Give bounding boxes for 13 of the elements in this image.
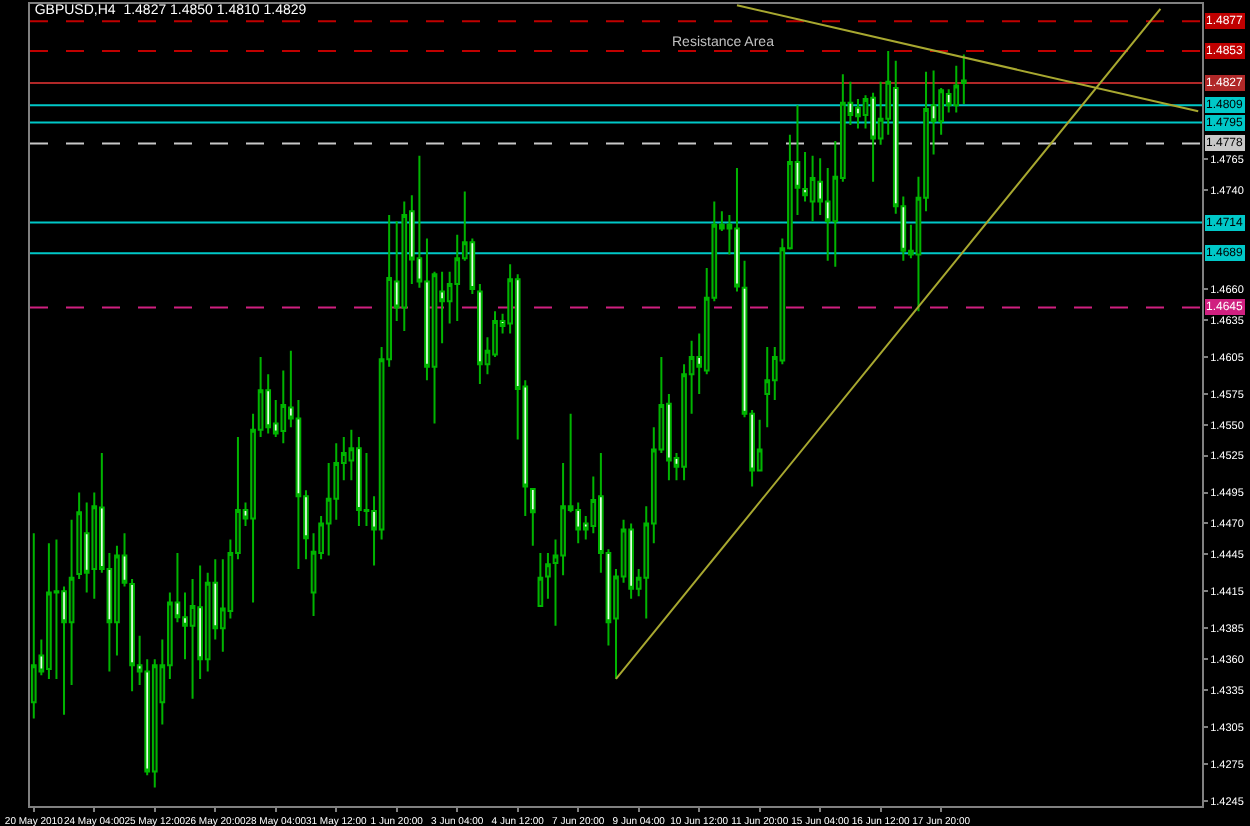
candlestick — [953, 64, 960, 114]
candlestick — [809, 154, 816, 223]
candlestick — [764, 346, 771, 429]
candlestick — [30, 532, 37, 720]
candlestick — [83, 501, 90, 594]
candlestick — [356, 436, 362, 527]
candlestick — [628, 522, 634, 600]
candlestick — [537, 552, 544, 608]
candlestick — [401, 200, 408, 332]
candlestick — [960, 53, 967, 105]
candlestick — [529, 487, 536, 547]
candlestick — [46, 542, 52, 680]
candlestick — [477, 283, 483, 386]
